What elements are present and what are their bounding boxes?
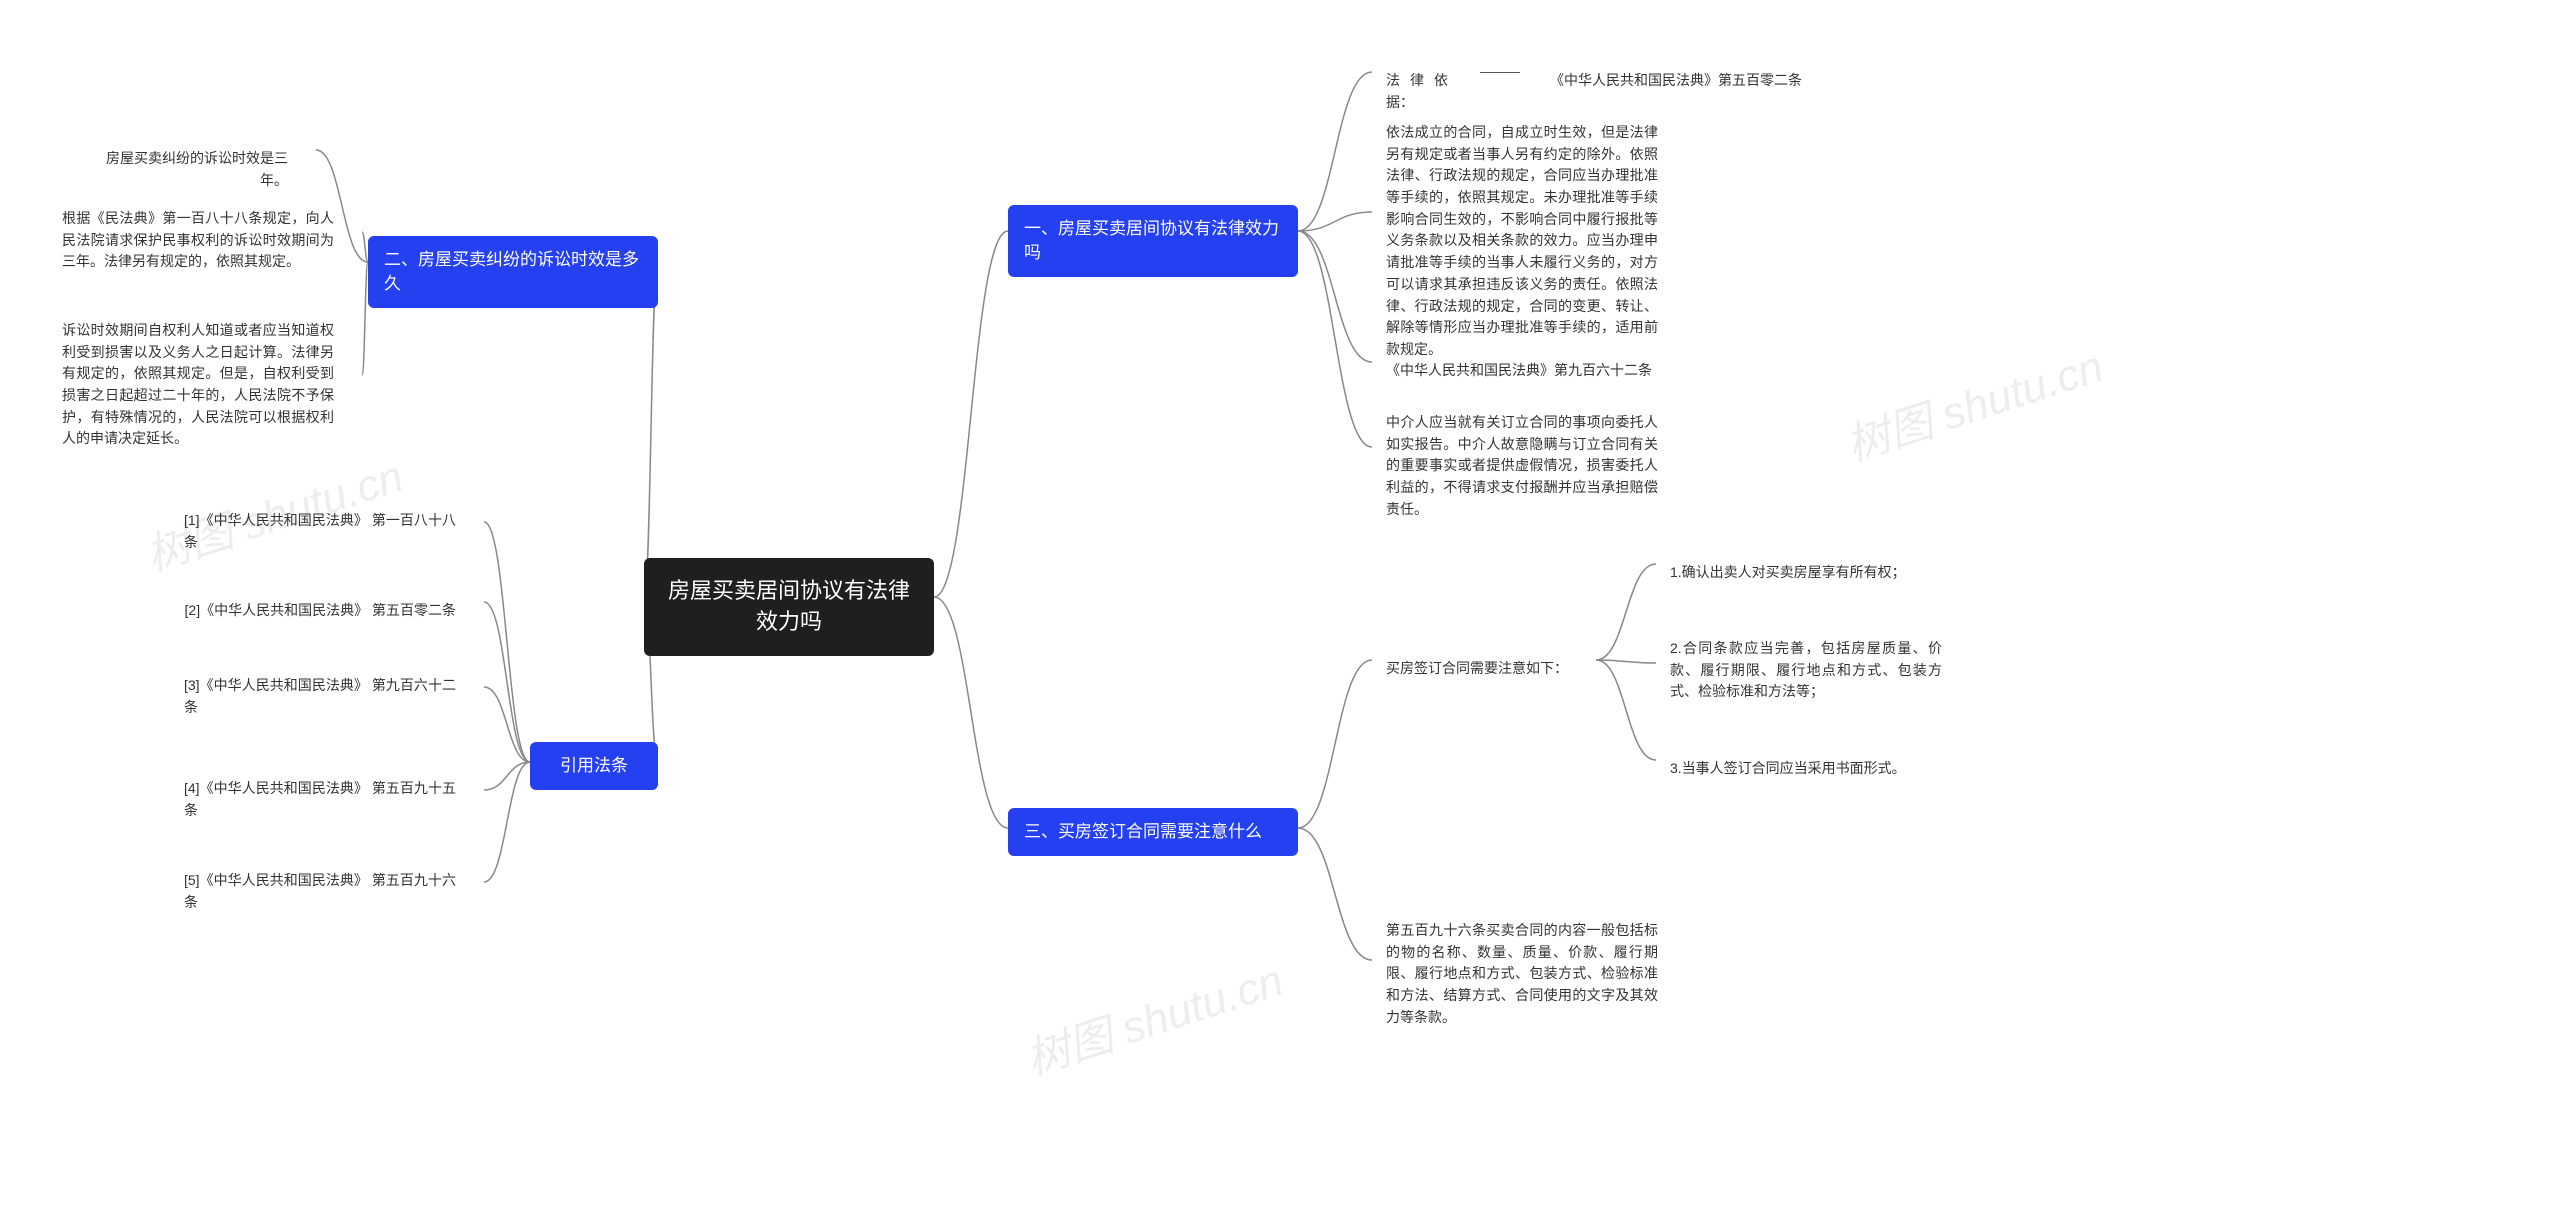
leaf-r1-legal-basis-code: 《中华人民共和国民法典》第五百零二条 — [1536, 60, 1836, 102]
leaf-r2-item-2: 2.合同条款应当完善，包括房屋质量、价款、履行期限、履行地点和方式、包装方式、检… — [1656, 628, 1956, 713]
watermark-2: 树图 shutu.cn — [1017, 944, 1290, 1087]
leaf-r1-paragraph-2: 中介人应当就有关订立合同的事项向委托人如实报告。中介人故意隐瞒与订立合同有关的重… — [1372, 402, 1672, 530]
branch-section-1: 一、房屋买卖居间协议有法律效力吗 — [1008, 205, 1298, 277]
leaf-cite-1: [1]《中华人民共和国民法典》 第一百八十八条 — [170, 500, 470, 563]
root-node: 房屋买卖居间协议有法律效力吗 — [644, 558, 934, 656]
leaf-cite-3: [3]《中华人民共和国民法典》 第九百六十二条 — [170, 665, 470, 728]
leaf-cite-5: [5]《中华人民共和国民法典》 第五百九十六条 — [170, 860, 470, 923]
branch-section-2: 二、房屋买卖纠纷的诉讼时效是多久 — [368, 236, 658, 308]
leaf-r1-paragraph-1: 依法成立的合同，自成立时生效，但是法律另有规定或者当事人另有约定的除外。依照法律… — [1372, 112, 1672, 371]
leaf-l1-line-1: 房屋买卖纠纷的诉讼时效是三年。 — [72, 138, 302, 201]
branch-cited-articles: 引用法条 — [530, 742, 658, 790]
leaf-r2-intro: 买房签订合同需要注意如下： — [1372, 648, 1582, 690]
leaf-cite-2: [2]《中华人民共和国民法典》 第五百零二条 — [170, 590, 470, 632]
leaf-r2-item-3: 3.当事人签订合同应当采用书面形式。 — [1656, 748, 1956, 790]
watermark-3: 树图 shutu.cn — [1837, 330, 2110, 473]
branch-section-3: 三、买房签订合同需要注意什么 — [1008, 808, 1298, 856]
leaf-r2-item-1: 1.确认出卖人对买卖房屋享有所有权； — [1656, 552, 1956, 594]
leaf-l1-line-2: 根据《民法典》第一百八十八条规定，向人民法院请求保护民事权利的诉讼时效期间为三年… — [48, 198, 348, 283]
leaf-l1-line-3: 诉讼时效期间自权利人知道或者应当知道权利受到损害以及义务人之日起计算。法律另有规… — [48, 310, 348, 460]
leaf-r2-article-596: 第五百九十六条买卖合同的内容一般包括标的物的名称、数量、质量、价款、履行期限、履… — [1372, 910, 1672, 1038]
leaf-cite-4: [4]《中华人民共和国民法典》 第五百九十五条 — [170, 768, 470, 831]
leaf-r1-code-962: 《中华人民共和国民法典》第九百六十二条 — [1372, 350, 1672, 392]
dash-connector — [1480, 72, 1520, 73]
